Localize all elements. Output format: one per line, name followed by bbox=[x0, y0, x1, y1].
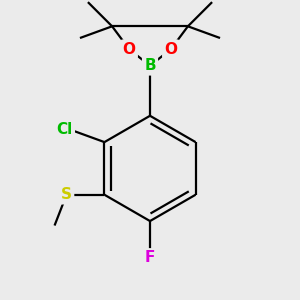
Text: Cl: Cl bbox=[56, 122, 73, 136]
Text: O: O bbox=[123, 42, 136, 57]
Text: O: O bbox=[164, 42, 177, 57]
Text: B: B bbox=[144, 58, 156, 73]
Text: S: S bbox=[61, 187, 72, 202]
Text: F: F bbox=[145, 250, 155, 266]
